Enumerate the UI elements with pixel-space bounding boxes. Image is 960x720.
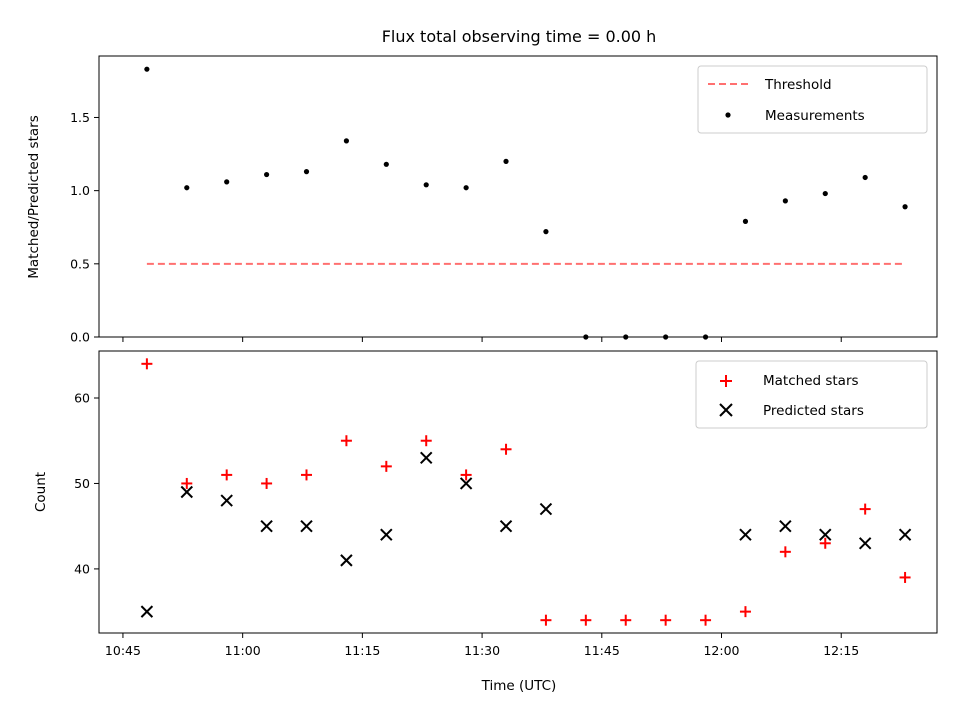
chart-title: Flux total observing time = 0.00 h bbox=[382, 27, 657, 46]
matched-stars-point bbox=[301, 469, 313, 481]
measurement-point bbox=[543, 229, 549, 235]
measurement-point bbox=[742, 218, 749, 224]
bottom-y-axis-label: Count bbox=[33, 472, 49, 512]
matched-stars-point bbox=[500, 443, 512, 455]
matched-stars-point bbox=[660, 614, 672, 626]
matched-stars-point bbox=[141, 358, 153, 370]
legend-matched-swatch bbox=[720, 375, 732, 387]
legend-matched-label: Matched stars bbox=[763, 373, 859, 389]
legend-measurements-swatch bbox=[725, 112, 731, 118]
top-x-ticks bbox=[122, 337, 842, 342]
measurement-point bbox=[184, 185, 190, 191]
matched-stars-point bbox=[460, 469, 472, 481]
matched-stars-point bbox=[700, 614, 712, 626]
top-legend: Threshold Measurements bbox=[697, 65, 928, 134]
predicted-stars-point bbox=[539, 502, 553, 516]
matched-stars-point bbox=[739, 606, 751, 618]
predicted-stars-point bbox=[459, 477, 473, 490]
top-y-tick-label: 0.0 bbox=[70, 330, 90, 345]
bottom-x-tick-label: 10:45 bbox=[105, 643, 141, 658]
measurement-point bbox=[822, 190, 828, 197]
predicted-stars-point bbox=[819, 528, 832, 541]
bottom-x-tick-label: 12:15 bbox=[823, 643, 859, 658]
predicted-stars-point bbox=[220, 494, 233, 507]
matched-stars-point bbox=[181, 477, 193, 489]
top-y-ticks: 0.0 0.5 1.0 1.5 bbox=[70, 110, 99, 345]
predicted-stars-point bbox=[180, 485, 193, 499]
matched-stars-point bbox=[380, 460, 392, 472]
predicted-stars-point bbox=[300, 519, 313, 533]
legend-predicted-label: Predicted stars bbox=[763, 403, 864, 419]
legend-measurements-label: Measurements bbox=[765, 108, 865, 124]
measurement-point bbox=[343, 138, 350, 144]
measurement-point bbox=[503, 158, 509, 164]
predicted-stars-point bbox=[260, 519, 273, 533]
bottom-x-ticks: 10:45 11:00 11:15 11:30 11:45 12:00 12:15 bbox=[105, 633, 859, 658]
top-legend-box bbox=[697, 65, 928, 134]
top-y-tick-label: 1.5 bbox=[70, 110, 90, 125]
matched-stars-point bbox=[580, 614, 592, 626]
matched-stars-point bbox=[340, 435, 352, 447]
predicted-stars-point bbox=[499, 519, 513, 533]
matched-stars-point bbox=[221, 469, 233, 481]
predicted-stars-point bbox=[140, 605, 154, 618]
matched-stars-point bbox=[540, 614, 552, 626]
bottom-series bbox=[140, 358, 912, 626]
measurement-point bbox=[902, 204, 908, 210]
top-y-axis-label: Matched/Predicted stars bbox=[26, 115, 42, 278]
matched-stars-point bbox=[779, 546, 791, 558]
bottom-y-ticks: 40 50 60 bbox=[74, 391, 99, 576]
predicted-stars-point bbox=[380, 528, 393, 541]
measurement-point bbox=[782, 198, 788, 204]
bottom-x-tick-label: 11:15 bbox=[344, 643, 380, 658]
matched-stars-point bbox=[620, 614, 632, 626]
measurement-point bbox=[224, 179, 230, 185]
bottom-y-tick-label: 60 bbox=[74, 391, 90, 406]
bottom-legend-box bbox=[695, 360, 928, 429]
predicted-stars-point bbox=[420, 451, 433, 465]
bottom-x-tick-label: 12:00 bbox=[703, 643, 739, 658]
predicted-stars-point bbox=[340, 554, 353, 567]
measurement-point bbox=[463, 185, 469, 191]
legend-threshold-label: Threshold bbox=[764, 77, 832, 93]
matched-stars-point bbox=[899, 571, 911, 583]
matched-stars-point bbox=[261, 477, 273, 489]
predicted-stars-point bbox=[898, 528, 912, 541]
measurement-point bbox=[303, 169, 310, 175]
measurement-point bbox=[862, 174, 868, 181]
bottom-y-tick-label: 40 bbox=[74, 561, 90, 576]
top-y-tick-label: 0.5 bbox=[70, 256, 90, 271]
top-y-tick-label: 1.0 bbox=[70, 183, 90, 198]
top-plot-frame bbox=[98, 55, 938, 338]
measurement-point bbox=[423, 182, 429, 188]
bottom-legend: Matched stars Predicted stars bbox=[695, 360, 928, 429]
predicted-stars-point bbox=[739, 528, 752, 541]
bottom-x-tick-label: 11:30 bbox=[464, 643, 500, 658]
bottom-plot-frame bbox=[98, 350, 938, 634]
x-axis-label: Time (UTC) bbox=[481, 678, 557, 694]
measurement-point bbox=[144, 66, 150, 72]
measurement-point bbox=[264, 171, 270, 178]
measurement-point bbox=[383, 161, 389, 167]
matched-stars-point bbox=[420, 435, 432, 447]
legend-predicted-swatch bbox=[719, 403, 733, 417]
predicted-stars-point bbox=[858, 537, 872, 550]
bottom-y-tick-label: 50 bbox=[74, 476, 90, 491]
matched-stars-point bbox=[819, 537, 831, 549]
predicted-stars-point bbox=[779, 519, 792, 533]
bottom-x-tick-label: 11:00 bbox=[225, 643, 261, 658]
bottom-panel: 40 50 60 10:45 11:00 11:15 11:30 11:45 12:00 12:… bbox=[33, 350, 938, 694]
bottom-x-tick-label: 11:45 bbox=[584, 643, 620, 658]
matched-stars-point bbox=[859, 503, 871, 515]
top-panel: 0.0 0.5 1.0 1.5 Matched/Predicted stars Thr… bbox=[26, 55, 938, 345]
